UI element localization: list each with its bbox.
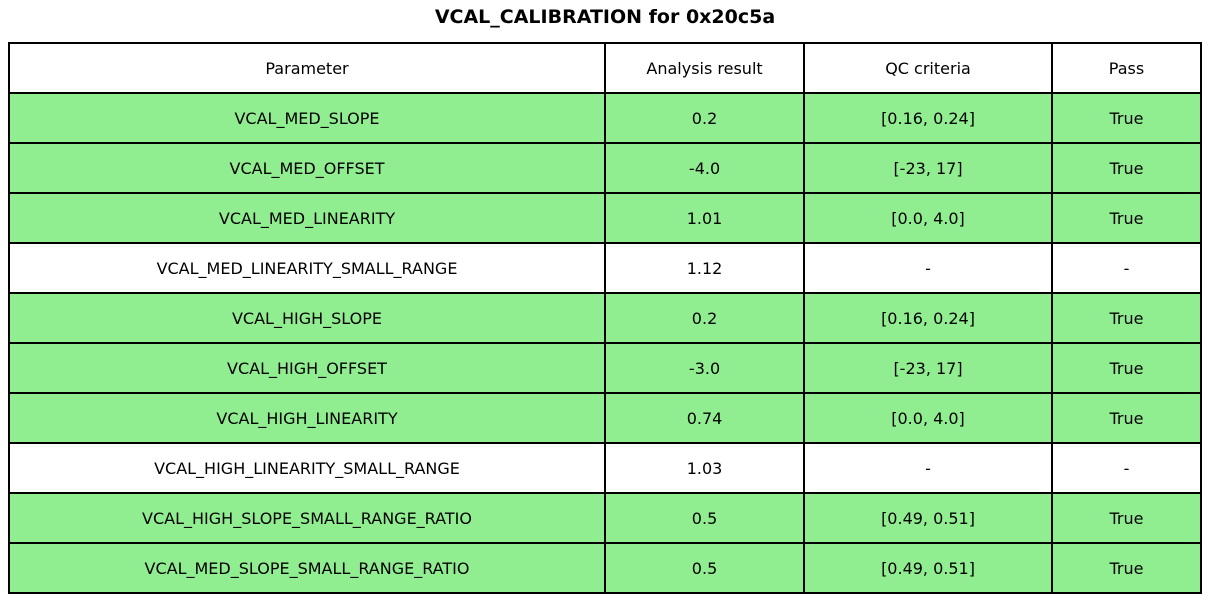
table-body: VCAL_MED_SLOPE 0.2 [0.16, 0.24] True VCAL_ME… — [8, 92, 1203, 594]
cell-criteria: [0.16, 0.24] — [803, 292, 1053, 344]
cell-pass: True — [1050, 492, 1203, 544]
cell-result: 0.5 — [603, 492, 806, 544]
cell-pass: True — [1050, 192, 1203, 244]
col-header-analysis-result: Analysis result — [603, 42, 806, 94]
cell-result: -4.0 — [603, 142, 806, 194]
cell-parameter: VCAL_HIGH_OFFSET — [8, 342, 606, 394]
cell-pass: True — [1050, 92, 1203, 144]
table-row: VCAL_MED_SLOPE_SMALL_RANGE_RATIO 0.5 [0.49… — [8, 542, 1203, 594]
cell-pass: - — [1050, 242, 1203, 294]
cell-pass: True — [1050, 292, 1203, 344]
cell-parameter: VCAL_MED_LINEARITY — [8, 192, 606, 244]
cell-criteria: - — [803, 442, 1053, 494]
cell-parameter: VCAL_MED_SLOPE — [8, 92, 606, 144]
table-row: VCAL_HIGH_OFFSET -3.0 [-23, 17] True — [8, 342, 1203, 394]
cell-criteria: [-23, 17] — [803, 142, 1053, 194]
cell-parameter: VCAL_MED_OFFSET — [8, 142, 606, 194]
cell-result: -3.0 — [603, 342, 806, 394]
cell-criteria: [0.49, 0.51] — [803, 542, 1053, 594]
cell-result: 1.03 — [603, 442, 806, 494]
table-row: VCAL_HIGH_LINEARITY_SMALL_RANGE 1.03- - — [8, 442, 1203, 494]
cell-criteria: [-23, 17] — [803, 342, 1053, 394]
cell-criteria: [0.49, 0.51] — [803, 492, 1053, 544]
table-row: VCAL_MED_LINEARITY_SMALL_RANGE 1.12- - — [8, 242, 1203, 294]
cell-result: 0.5 — [603, 542, 806, 594]
cell-pass: True — [1050, 142, 1203, 194]
table-row: VCAL_MED_OFFSET -4.0 [-23, 17] True — [8, 142, 1203, 194]
qc-criteria-table: Parameter Analysis result QC criteria Pa… — [8, 42, 1203, 594]
cell-parameter: VCAL_MED_SLOPE_SMALL_RANGE_RATIO — [8, 542, 606, 594]
cell-parameter: VCAL_HIGH_SLOPE — [8, 292, 606, 344]
table-row: VCAL_MED_LINEARITY 1.01 [0.0, 4.0] True — [8, 192, 1203, 244]
col-header-parameter: Parameter — [8, 42, 606, 94]
table-row: VCAL_HIGH_LINEARITY 0.74 [0.0, 4.0] True — [8, 392, 1203, 444]
cell-result: 0.2 — [603, 292, 806, 344]
cell-criteria: [0.0, 4.0] — [803, 192, 1053, 244]
cell-criteria: - — [803, 242, 1053, 294]
table-row: VCAL_MED_SLOPE 0.2 [0.16, 0.24] True — [8, 92, 1203, 144]
cell-result: 1.01 — [603, 192, 806, 244]
table-row: VCAL_HIGH_SLOPE 0.2 [0.16, 0.24] True — [8, 292, 1203, 344]
col-header-qc-criteria: QC criteria — [803, 42, 1053, 94]
cell-pass: True — [1050, 342, 1203, 394]
cell-result: 0.74 — [603, 392, 806, 444]
cell-parameter: VCAL_HIGH_SLOPE_SMALL_RANGE_RATIO — [8, 492, 606, 544]
cell-pass: True — [1050, 392, 1203, 444]
cell-criteria: [0.0, 4.0] — [803, 392, 1053, 444]
cell-result: 1.12 — [603, 242, 806, 294]
cell-parameter: VCAL_HIGH_LINEARITY_SMALL_RANGE — [8, 442, 606, 494]
cell-result: 0.2 — [603, 92, 806, 144]
cell-parameter: VCAL_HIGH_LINEARITY — [8, 392, 606, 444]
header-row: Parameter Analysis result QC criteria Pa… — [8, 42, 1203, 94]
cell-parameter: VCAL_MED_LINEARITY_SMALL_RANGE — [8, 242, 606, 294]
figure-title: VCAL_CALIBRATION for 0x20c5a — [434, 6, 776, 28]
cell-criteria: [0.16, 0.24] — [803, 92, 1053, 144]
cell-pass: - — [1050, 442, 1203, 494]
cell-pass: True — [1050, 542, 1203, 594]
col-header-pass: Pass — [1050, 42, 1203, 94]
table-row: VCAL_HIGH_SLOPE_SMALL_RANGE_RATIO 0.5 [0.4… — [8, 492, 1203, 544]
